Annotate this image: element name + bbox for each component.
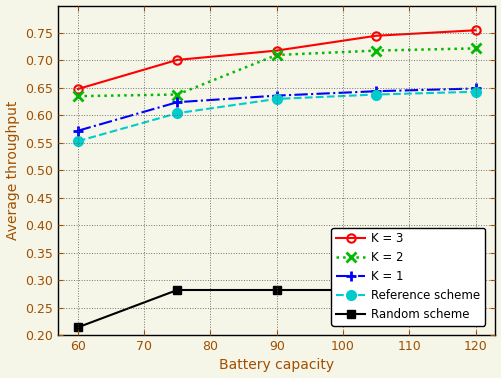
K = 1 [274,93,280,98]
K = 1 [174,100,180,104]
Line: K = 2: K = 2 [73,43,480,101]
K = 2 [75,94,81,98]
Reference scheme [174,111,180,115]
Reference scheme [75,139,81,144]
Random scheme [472,293,478,297]
Random scheme [174,288,180,292]
Legend: K = 3, K = 2, K = 1, Reference scheme, Random scheme: K = 3, K = 2, K = 1, Reference scheme, R… [331,228,485,326]
Line: K = 1: K = 1 [73,84,480,136]
Random scheme [373,288,379,292]
Random scheme [274,288,280,292]
Reference scheme [472,90,478,94]
K = 2 [373,48,379,53]
K = 3 [373,34,379,38]
K = 1 [472,86,478,91]
Line: Reference scheme: Reference scheme [73,87,480,146]
K = 2 [274,53,280,57]
K = 3 [174,58,180,62]
K = 3 [472,28,478,33]
K = 3 [274,48,280,53]
Line: K = 3: K = 3 [74,26,480,93]
K = 1 [373,89,379,93]
X-axis label: Battery capacity: Battery capacity [219,358,334,372]
K = 2 [174,92,180,97]
K = 1 [75,129,81,133]
Line: Random scheme: Random scheme [74,286,480,332]
Random scheme [75,325,81,330]
Reference scheme [274,97,280,101]
Y-axis label: Average throughput: Average throughput [6,101,20,240]
K = 2 [472,46,478,51]
Reference scheme [373,92,379,97]
K = 3 [75,87,81,91]
